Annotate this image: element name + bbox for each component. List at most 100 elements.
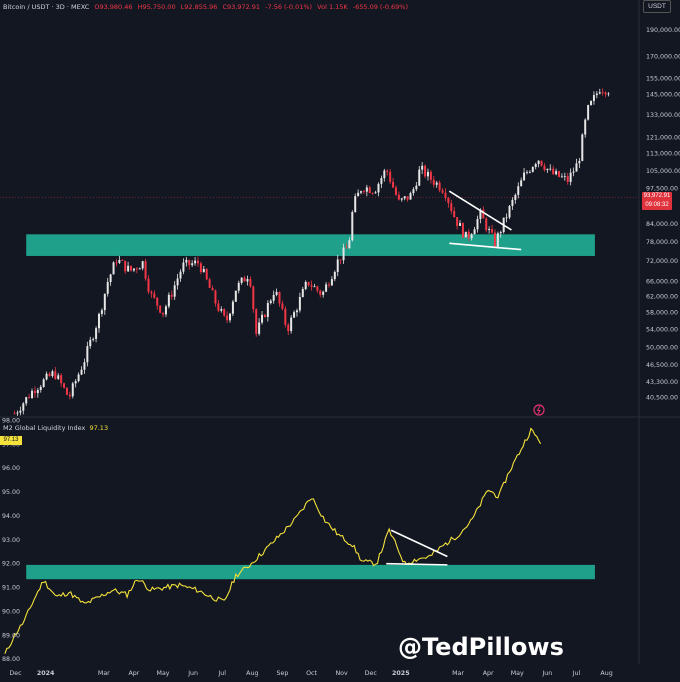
candle-body[interactable]	[330, 279, 333, 286]
candle-body[interactable]	[80, 369, 83, 375]
candle-body[interactable]	[499, 232, 502, 234]
candle-body[interactable]	[74, 381, 77, 384]
candle-body[interactable]	[266, 303, 269, 317]
candle-body[interactable]	[103, 293, 106, 311]
candle-body[interactable]	[566, 176, 569, 182]
candle-body[interactable]	[33, 390, 36, 394]
candle-body[interactable]	[491, 229, 494, 233]
candle-body[interactable]	[604, 92, 607, 95]
candle-body[interactable]	[607, 93, 610, 95]
candle-body[interactable]	[432, 179, 435, 185]
candle-body[interactable]	[601, 92, 604, 94]
candle-body[interactable]	[31, 390, 34, 399]
candle-body[interactable]	[409, 193, 412, 200]
candle-body[interactable]	[572, 171, 575, 173]
candle-body[interactable]	[229, 313, 232, 321]
candle-body[interactable]	[505, 217, 508, 219]
candle-body[interactable]	[19, 410, 22, 413]
candle-body[interactable]	[86, 346, 89, 363]
candle-body[interactable]	[508, 205, 511, 218]
candle-body[interactable]	[569, 172, 572, 182]
candle-body[interactable]	[83, 362, 86, 370]
candle-body[interactable]	[234, 290, 237, 302]
candle-body[interactable]	[118, 260, 121, 263]
candle-body[interactable]	[127, 265, 130, 272]
candle-body[interactable]	[441, 190, 444, 193]
m2-pane[interactable]	[4, 427, 595, 654]
candle-body[interactable]	[290, 317, 293, 332]
candle-body[interactable]	[540, 160, 543, 166]
candle-body[interactable]	[194, 260, 197, 264]
candle-body[interactable]	[65, 387, 68, 395]
candle-body[interactable]	[293, 312, 296, 318]
candle-body[interactable]	[581, 134, 584, 161]
candle-body[interactable]	[188, 259, 191, 266]
candle-body[interactable]	[496, 233, 499, 247]
candle-body[interactable]	[546, 168, 549, 171]
candle-body[interactable]	[211, 287, 214, 291]
candle-body[interactable]	[159, 305, 162, 313]
candle-body[interactable]	[429, 171, 432, 180]
candle-body[interactable]	[25, 397, 28, 404]
candle-body[interactable]	[523, 172, 526, 181]
candle-body[interactable]	[514, 194, 517, 200]
candle-body[interactable]	[444, 192, 447, 198]
candle-body[interactable]	[231, 301, 234, 314]
candle-body[interactable]	[482, 209, 485, 219]
price-trendline[interactable]	[449, 242, 522, 251]
candle-body[interactable]	[438, 182, 441, 191]
candle-body[interactable]	[464, 231, 467, 238]
candle-body[interactable]	[156, 297, 159, 306]
candle-body[interactable]	[470, 234, 473, 239]
candle-body[interactable]	[345, 247, 348, 249]
candle-body[interactable]	[295, 310, 298, 313]
candle-body[interactable]	[534, 164, 537, 168]
candle-body[interactable]	[13, 413, 16, 415]
candle-body[interactable]	[400, 198, 403, 200]
candle-body[interactable]	[220, 309, 223, 311]
candle-body[interactable]	[214, 290, 217, 304]
candle-body[interactable]	[592, 95, 595, 101]
candle-body[interactable]	[275, 291, 278, 295]
candle-body[interactable]	[182, 262, 185, 272]
candle-body[interactable]	[185, 259, 188, 263]
candle-body[interactable]	[68, 394, 71, 397]
candle-body[interactable]	[121, 260, 124, 261]
candle-body[interactable]	[138, 268, 141, 270]
candle-body[interactable]	[272, 294, 275, 301]
candle-body[interactable]	[543, 165, 546, 171]
candle-body[interactable]	[447, 197, 450, 204]
candle-body[interactable]	[360, 191, 363, 193]
candle-body[interactable]	[558, 171, 561, 177]
candle-body[interactable]	[322, 291, 325, 295]
candle-body[interactable]	[520, 180, 523, 187]
m2-support-zone[interactable]	[26, 564, 595, 580]
candle-body[interactable]	[528, 171, 531, 173]
candle-body[interactable]	[450, 203, 453, 211]
candle-body[interactable]	[301, 289, 304, 298]
candle-body[interactable]	[354, 196, 357, 213]
candle-body[interactable]	[77, 374, 80, 382]
candle-body[interactable]	[348, 240, 351, 249]
candle-body[interactable]	[313, 286, 316, 288]
candle-body[interactable]	[106, 282, 109, 294]
candle-body[interactable]	[357, 192, 360, 197]
candle-body[interactable]	[112, 262, 115, 275]
candle-body[interactable]	[467, 231, 470, 239]
candle-body[interactable]	[342, 247, 345, 261]
candle-body[interactable]	[325, 284, 328, 292]
candle-body[interactable]	[92, 338, 95, 340]
candle-body[interactable]	[374, 192, 377, 194]
candle-body[interactable]	[537, 160, 540, 165]
candle-body[interactable]	[531, 167, 534, 172]
candle-body[interactable]	[418, 169, 421, 186]
candle-body[interactable]	[109, 274, 112, 283]
candle-body[interactable]	[258, 322, 261, 334]
candle-body[interactable]	[164, 306, 167, 315]
candle-body[interactable]	[453, 210, 456, 218]
candle-body[interactable]	[563, 176, 566, 177]
candle-body[interactable]	[45, 373, 48, 380]
candle-body[interactable]	[435, 182, 438, 185]
candle-body[interactable]	[95, 328, 98, 339]
